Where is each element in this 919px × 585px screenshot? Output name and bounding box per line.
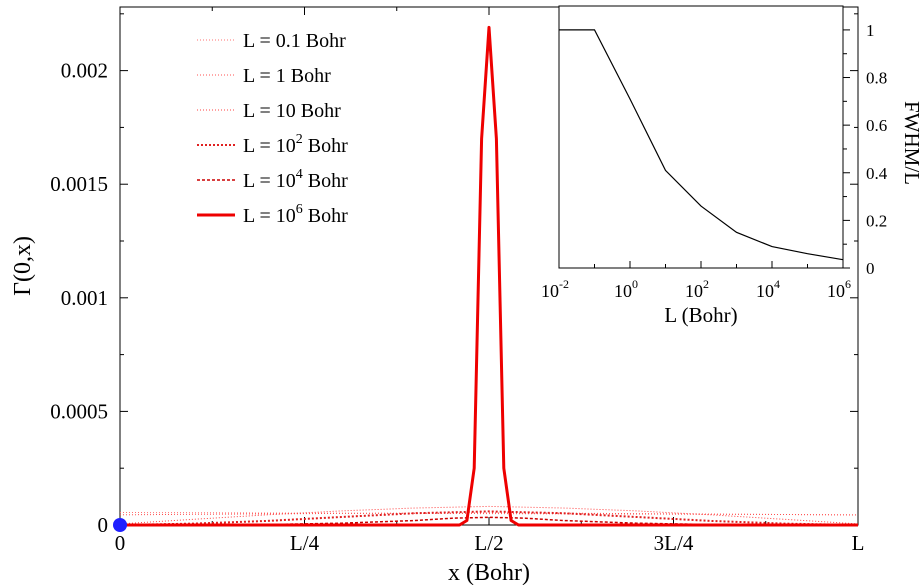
inset-x-tick-base: 10 — [541, 281, 559, 301]
legend-label-unit: Bohr — [303, 170, 348, 192]
legend-label-main: L = 10 — [243, 205, 296, 227]
inset-y-tick-label: 0.2 — [866, 211, 887, 230]
legend-label-main: L = 10 Bohr — [243, 100, 341, 122]
legend-label-3: L = 102 Bohr — [243, 132, 348, 157]
y-tick-label: 0.002 — [61, 59, 108, 83]
main-series-layer — [113, 25, 859, 532]
inset-x-axis-label: L (Bohr) — [664, 303, 737, 327]
y-axis-label: Γ(0,x) — [10, 236, 36, 296]
main-y-axis: 0 0.0005 0.001 0.0015 0.002 — [50, 13, 858, 537]
series-line-3 — [119, 510, 859, 526]
inset-y-tick-label: 0.4 — [866, 164, 888, 183]
legend-label-exponent: 6 — [296, 202, 303, 217]
inset-y-axis: 0 0.2 0.4 0.6 0.8 1 — [843, 21, 888, 278]
legend-label-5: L = 106 Bohr — [243, 202, 348, 227]
origin-marker — [113, 518, 127, 532]
x-tick-label: L/2 — [474, 531, 503, 555]
legend-label-unit: Bohr — [303, 135, 348, 157]
series-line-5 — [120, 25, 858, 527]
inset-x-tick-label: 10-2 — [541, 277, 569, 301]
inset-x-tick-base: 10 — [685, 281, 703, 301]
x-tick-label: 0 — [115, 531, 126, 555]
inset-x-tick-base: 10 — [827, 281, 845, 301]
legend-label-main: L = 10 — [243, 170, 296, 192]
inset-x-tick-label: 102 — [685, 277, 709, 301]
x-tick-label: L — [852, 531, 865, 555]
inset-x-tick-exponent: 2 — [703, 277, 709, 291]
inset-series-line — [559, 29, 844, 261]
inset-x-tick-base: 10 — [614, 281, 632, 301]
legend-label-main: L = 1 Bohr — [243, 65, 331, 87]
inset-x-tick-label: 100 — [614, 277, 638, 301]
inset-x-tick-base: 10 — [756, 281, 774, 301]
inset-x-tick-exponent: -2 — [559, 277, 569, 291]
inset-plot: 10-2 100 102 104 106 00.20.40.60.81 L (Bohr)… — [541, 5, 919, 327]
series-line-1 — [119, 512, 859, 516]
legend-label-unit: Bohr — [303, 205, 348, 227]
inset-y-axis-label: FWHM/L — [900, 101, 919, 185]
inset-x-tick-label: 104 — [756, 277, 780, 301]
x-axis-label: x (Bohr) — [448, 560, 530, 585]
main-plot: 0 L/4 L/2 3L/4 L 0 0.0005 0.001 0.0015 0.002 L =… — [10, 6, 865, 585]
inset-plot-frame — [558, 5, 844, 269]
legend-label-0: L = 0.1 Bohr — [243, 30, 346, 52]
series-line-2 — [119, 505, 859, 525]
inset-x-tick-exponent: 0 — [632, 277, 638, 291]
inset-x-tick-exponent: 6 — [845, 277, 851, 291]
y-tick-label: 0.001 — [61, 286, 108, 310]
inset-x-tick-exponent: 4 — [774, 277, 780, 291]
inset-y-tick-label: 0 — [866, 259, 875, 278]
y-tick-label: 0.0015 — [50, 172, 108, 196]
x-tick-label: 3L/4 — [654, 531, 694, 555]
inset-series-layer — [559, 29, 844, 261]
inset-x-axis: 10-2 100 102 104 106 — [541, 261, 851, 301]
x-tick-label: L/4 — [290, 531, 320, 555]
legend-label-main: L = 0.1 Bohr — [243, 30, 346, 52]
inset-x-tick-label: 106 — [827, 277, 851, 301]
inset-y-tick-label: 0.8 — [866, 69, 887, 88]
y-tick-label: 0.0005 — [50, 399, 108, 423]
inset-y-tick-label: 0.6 — [866, 116, 887, 135]
legend-label-4: L = 104 Bohr — [243, 167, 348, 192]
legend-label-2: L = 10 Bohr — [243, 100, 341, 122]
legend-label-exponent: 2 — [296, 132, 303, 147]
y-tick-label: 0 — [98, 513, 109, 537]
legend-label-1: L = 1 Bohr — [243, 65, 331, 87]
legend-label-main: L = 10 — [243, 135, 296, 157]
legend-label-exponent: 4 — [296, 167, 303, 182]
inset-y-tick-label: 1 — [866, 21, 875, 40]
